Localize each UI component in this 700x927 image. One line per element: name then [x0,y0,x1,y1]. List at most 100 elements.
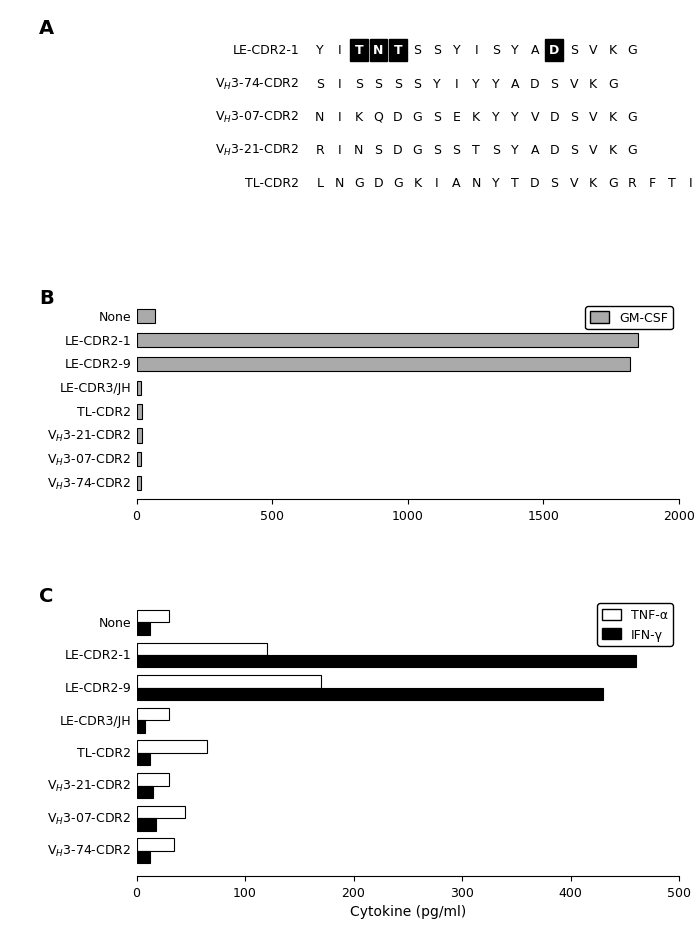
Text: LE-CDR2-9: LE-CDR2-9 [64,358,131,371]
Bar [136,476,141,490]
Bar [136,623,150,635]
Text: V$_H$3-21-CDR2: V$_H$3-21-CDR2 [215,143,300,158]
Text: V: V [570,78,578,91]
Text: LE-CDR3/JH: LE-CDR3/JH [60,714,131,727]
Text: D: D [393,110,402,123]
Text: K: K [609,110,617,123]
Text: None: None [99,616,131,629]
Text: S: S [453,144,461,157]
Text: T: T [355,44,363,57]
FancyBboxPatch shape [370,40,387,62]
Text: N: N [373,44,384,57]
Text: V: V [531,110,539,123]
Text: V$_H$3-07-CDR2: V$_H$3-07-CDR2 [47,452,131,467]
Text: R: R [316,144,324,157]
Text: V$_H$3-74-CDR2: V$_H$3-74-CDR2 [47,476,131,491]
Text: I: I [475,44,478,57]
Text: I: I [337,110,341,123]
Text: Y: Y [316,44,323,57]
Text: Y: Y [453,44,461,57]
Text: F: F [648,176,655,189]
Text: S: S [316,78,324,91]
Text: V$_H$3-07-CDR2: V$_H$3-07-CDR2 [47,811,131,826]
Text: A: A [452,176,461,189]
Text: V$_H$3-07-CDR2: V$_H$3-07-CDR2 [215,109,300,124]
Text: Y: Y [433,78,441,91]
Bar [136,839,174,851]
Text: T: T [473,144,480,157]
Text: T: T [668,176,676,189]
Bar [136,753,150,766]
Text: S: S [374,144,382,157]
Text: TL-CDR2: TL-CDR2 [245,176,300,189]
Text: Y: Y [512,144,519,157]
Text: I: I [337,78,341,91]
Text: K: K [414,176,421,189]
Text: V$_H$3-74-CDR2: V$_H$3-74-CDR2 [215,76,300,92]
Text: S: S [550,78,558,91]
Text: Y: Y [492,110,499,123]
Text: I: I [337,44,341,57]
Text: A: A [511,78,519,91]
FancyBboxPatch shape [350,40,368,62]
Bar [136,806,186,819]
FancyBboxPatch shape [545,40,563,62]
Text: LE-CDR2-1: LE-CDR2-1 [232,44,300,57]
Bar [136,688,603,700]
Text: S: S [433,110,441,123]
Text: I: I [455,78,458,91]
Text: S: S [433,144,441,157]
Text: G: G [412,110,422,123]
Text: G: G [627,110,637,123]
Text: I: I [689,176,693,189]
Bar [136,334,638,348]
Text: D: D [374,176,384,189]
Text: K: K [472,110,480,123]
Bar [136,610,169,623]
Text: A: A [531,144,539,157]
Text: N: N [471,176,481,189]
Bar [136,851,150,863]
Text: G: G [354,176,364,189]
Text: C: C [39,587,53,605]
Bar [136,676,321,688]
Bar [136,708,169,720]
Text: LE-CDR3/JH: LE-CDR3/JH [60,382,131,395]
Text: V: V [589,44,598,57]
Bar [136,642,267,655]
Text: V: V [589,110,598,123]
Text: D: D [530,176,540,189]
Text: V$_H$3-74-CDR2: V$_H$3-74-CDR2 [47,844,131,858]
Text: S: S [433,44,441,57]
Text: Y: Y [492,176,499,189]
Bar [136,819,156,831]
Bar [136,773,169,786]
Text: Y: Y [492,78,499,91]
Text: K: K [589,78,597,91]
Text: A: A [531,44,539,57]
Bar [136,310,155,324]
Text: A: A [39,19,54,38]
Text: Y: Y [512,44,519,57]
Text: E: E [453,110,461,123]
Text: L: L [316,176,323,189]
Text: S: S [414,44,421,57]
Text: G: G [393,176,403,189]
Bar [136,381,141,396]
Text: D: D [530,78,540,91]
Text: G: G [627,144,637,157]
Text: S: S [550,176,558,189]
Text: B: B [39,289,54,308]
Text: N: N [354,144,363,157]
Text: G: G [608,78,617,91]
Text: S: S [491,144,500,157]
Text: V$_H$3-21-CDR2: V$_H$3-21-CDR2 [47,428,131,443]
Text: LE-CDR2-1: LE-CDR2-1 [64,335,131,348]
Text: TL-CDR2: TL-CDR2 [77,406,131,419]
FancyBboxPatch shape [389,40,407,62]
Text: S: S [394,78,402,91]
Text: T: T [511,176,519,189]
Bar [136,452,141,467]
Bar [136,655,636,667]
Text: G: G [627,44,637,57]
